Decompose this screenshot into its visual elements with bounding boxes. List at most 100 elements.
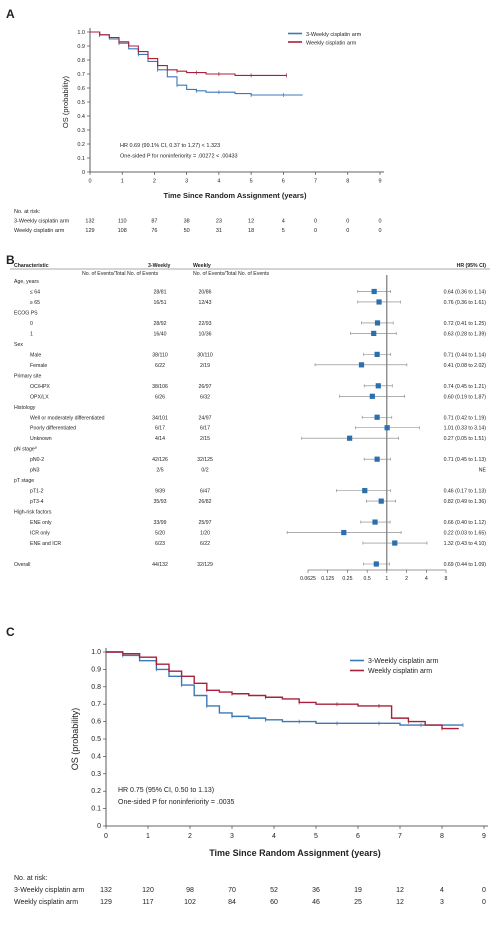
- forest-row-label: Male: [30, 352, 41, 358]
- at-risk-count-a: 87: [151, 219, 157, 225]
- forest-x-tick-label: 1: [385, 576, 388, 582]
- forest-row-hr-text: 0.69 (0.44 to 1.09): [444, 562, 487, 568]
- forest-x-tick-label: 0.0625: [300, 576, 316, 582]
- at-risk-count-a: 0: [314, 219, 317, 225]
- forest-row-label: OPX/LX: [30, 394, 49, 400]
- y-tick-label-c: 0.3: [91, 771, 101, 778]
- forest-row-weekly: 24/97: [199, 415, 212, 421]
- forest-row-three-weekly: 4/14: [155, 436, 165, 442]
- forest-point-estimate: [373, 561, 379, 567]
- at-risk-title-c: No. at risk:: [14, 875, 48, 882]
- y-tick-label-a: 0.7: [77, 72, 85, 78]
- annotation-c: HR 0.75 (95% CI, 0.50 to 1.13): [118, 787, 214, 794]
- at-risk-count-a: 0: [378, 228, 381, 234]
- at-risk-label-c: 3-Weekly cisplatin arm: [14, 887, 84, 894]
- forest-row-label: pT3-4: [30, 499, 44, 505]
- km-curve-a-weekly: [90, 31, 287, 76]
- forest-group-label: Primary site: [14, 373, 41, 379]
- forest-row-label: Unknown: [30, 436, 52, 442]
- forest-row-label: ENE only: [30, 520, 52, 526]
- forest-row-three-weekly: 42/126: [152, 457, 168, 463]
- at-risk-count-c: 70: [228, 887, 236, 894]
- forest-row-three-weekly: 6/23: [155, 541, 165, 547]
- forest-point-estimate: [374, 456, 380, 462]
- x-tick-label-c: 0: [104, 833, 108, 840]
- forest-x-tick-label: 2: [405, 576, 408, 582]
- forest-subheader-right: No. of Events/Total No. of Events: [193, 271, 270, 277]
- km-curve-c-weekly: [106, 651, 459, 730]
- forest-group-label: Sex: [14, 342, 23, 348]
- at-risk-count-c: 0: [482, 887, 486, 894]
- x-tick-label-a: 2: [153, 179, 156, 185]
- at-risk-count-a: 132: [85, 219, 94, 225]
- annotation-c: One-sided P for noninferiority = .0035: [118, 799, 235, 806]
- forest-point-estimate: [358, 362, 365, 368]
- y-tick-label-a: 0.9: [77, 44, 85, 50]
- x-tick-label-c: 5: [314, 833, 318, 840]
- forest-point-estimate: [384, 425, 390, 431]
- forest-row-three-weekly: 44/132: [152, 562, 168, 568]
- forest-row-hr-text: 0.76 (0.36 to 1.61): [444, 300, 487, 306]
- forest-subheader-left: No. of Events/Total No. of Events: [82, 271, 159, 277]
- at-risk-count-a: 23: [216, 219, 222, 225]
- at-risk-count-a: 50: [184, 228, 190, 234]
- forest-group-label: pT stage: [14, 478, 34, 484]
- forest-x-tick-label: 0.125: [321, 576, 334, 582]
- forest-x-tick-label: 4: [425, 576, 428, 582]
- forest-row-label: pT1-2: [30, 489, 44, 495]
- forest-x-tick-label: 0.25: [342, 576, 352, 582]
- forest-header-characteristic: Characteristic: [14, 263, 49, 269]
- forest-x-tick-label: 0.5: [364, 576, 371, 582]
- y-tick-label-a: 0.6: [77, 86, 85, 92]
- forest-row-three-weekly: 5/20: [155, 531, 165, 537]
- at-risk-count-c: 132: [100, 887, 112, 894]
- forest-group-superscript: a: [35, 446, 37, 450]
- y-tick-label-a: 0.4: [77, 114, 85, 120]
- forest-header-weekly: Weekly: [193, 263, 211, 269]
- x-tick-label-a: 7: [314, 179, 317, 185]
- at-risk-count-c: 98: [186, 887, 194, 894]
- forest-row-three-weekly: 38/110: [152, 352, 168, 358]
- forest-row-label: 0: [30, 321, 33, 327]
- at-risk-count-a: 0: [346, 219, 349, 225]
- forest-row-hr-text: 0.71 (0.44 to 1.14): [444, 352, 487, 358]
- at-risk-count-a: 110: [118, 219, 127, 225]
- forest-row-weekly: 6/32: [200, 394, 210, 400]
- at-risk-count-a: 0: [378, 219, 381, 225]
- at-risk-count-a: 31: [216, 228, 222, 234]
- x-tick-label-c: 1: [146, 833, 150, 840]
- forest-header-hr: HR (95% CI): [457, 263, 487, 269]
- x-tick-label-a: 5: [250, 179, 253, 185]
- at-risk-count-c: 117: [142, 899, 153, 906]
- forest-row-label: ≥ 65: [30, 300, 40, 306]
- forest-row-three-weekly: 6/22: [155, 363, 165, 369]
- at-risk-count-a: 0: [346, 228, 349, 234]
- forest-point-estimate: [374, 320, 381, 326]
- at-risk-count-c: 120: [142, 887, 154, 894]
- x-tick-label-c: 2: [188, 833, 192, 840]
- forest-row-hr-text: 0.74 (0.45 to 1.21): [444, 384, 487, 390]
- legend-label-c: 3-Weekly cisplatin arm: [368, 658, 438, 665]
- forest-point-estimate: [374, 351, 380, 357]
- at-risk-count-c: 12: [396, 887, 404, 894]
- forest-row-label: ICR only: [30, 531, 50, 537]
- at-risk-count-c: 129: [100, 899, 112, 906]
- x-tick-label-a: 3: [185, 179, 188, 185]
- forest-row-three-weekly: 6/26: [155, 394, 165, 400]
- forest-row-three-weekly: 2/5: [156, 468, 163, 474]
- forest-row-hr-text: 0.66 (0.40 to 1.12): [444, 520, 487, 526]
- forest-row-label: Well or moderately differentiated: [30, 415, 105, 421]
- forest-group-label: ECOG PS: [14, 310, 38, 316]
- x-axis-title-a: Time Since Random Assignment (years): [164, 191, 307, 200]
- forest-header-three-weekly: 3-Weekly: [148, 263, 171, 269]
- forest-point-estimate: [371, 288, 377, 295]
- forest-group-label: pN stagea: [14, 446, 37, 453]
- forest-row-label: OC/HPX: [30, 384, 50, 390]
- forest-row-hr-text: 0.27 (0.05 to 1.51): [444, 436, 487, 442]
- at-risk-count-a: 76: [151, 228, 157, 234]
- at-risk-title-a: No. at risk:: [14, 209, 41, 215]
- forest-point-estimate: [375, 383, 381, 389]
- y-tick-label-a: 0: [82, 170, 85, 176]
- legend-label-c: Weekly cisplatin arm: [368, 668, 432, 675]
